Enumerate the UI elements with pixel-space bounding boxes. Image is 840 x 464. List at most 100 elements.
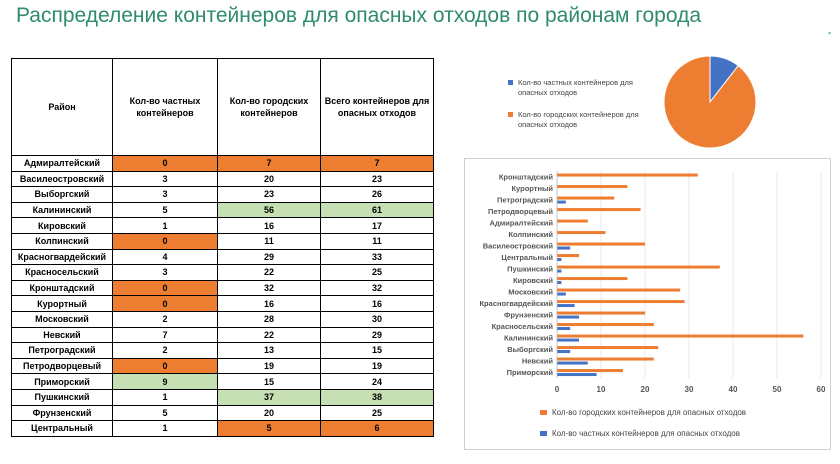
city-count-cell: 13 xyxy=(217,342,321,359)
pie-slice-1 xyxy=(663,55,757,149)
pie-legend-item: Кол-во городских контейнеров для опасных… xyxy=(508,110,648,130)
bar-city xyxy=(557,346,659,350)
y-category-label: Василеостровский xyxy=(483,241,554,250)
legend-swatch xyxy=(508,112,513,117)
city-count-cell: 22 xyxy=(217,264,321,281)
private-count-cell: 0 xyxy=(112,357,218,375)
district-cell: Московский xyxy=(11,310,113,328)
bar-private xyxy=(557,292,566,296)
private-count-cell: 0 xyxy=(112,295,218,312)
bar-legend: Кол-во городских контейнеров для опасных… xyxy=(540,407,746,449)
district-cell: Колпинский xyxy=(11,232,113,250)
district-cell: Кронштадский xyxy=(11,279,113,297)
table-row: Петродворцевый 0 19 19 xyxy=(11,357,434,375)
x-tick-label: 40 xyxy=(729,385,738,394)
total-count-cell: 6 xyxy=(320,420,434,437)
bar-private xyxy=(557,258,562,262)
bar-city xyxy=(557,357,654,361)
total-count-cell: 19 xyxy=(320,357,434,375)
y-category-label: Выборгский xyxy=(507,345,553,354)
bar-city xyxy=(557,300,685,304)
total-count-cell: 16 xyxy=(320,295,434,312)
district-cell: Курортный xyxy=(11,295,113,312)
city-count-cell: 16 xyxy=(217,295,321,312)
district-cell: Выборгский xyxy=(11,186,113,203)
private-count-cell: 3 xyxy=(112,170,218,188)
city-count-cell: 20 xyxy=(217,404,321,422)
table-row: Красносельский 3 22 25 xyxy=(11,264,434,281)
table-row: Василеостровский 3 20 23 xyxy=(11,170,434,188)
private-count-cell: 0 xyxy=(112,232,218,250)
total-count-cell: 25 xyxy=(320,264,434,281)
y-category-label: Центральный xyxy=(501,253,553,262)
y-category-label: Калининский xyxy=(504,333,553,342)
city-count-cell: 29 xyxy=(217,248,321,266)
y-category-label: Курортный xyxy=(511,184,553,193)
total-count-cell: 11 xyxy=(320,232,434,250)
bar-legend-item: Кол-во городских контейнеров для опасных… xyxy=(540,407,746,418)
y-category-label: Кронштадский xyxy=(499,172,554,181)
bar-city xyxy=(557,173,698,177)
bar-city xyxy=(557,196,615,200)
total-count-cell: 15 xyxy=(320,342,434,359)
private-count-cell: 2 xyxy=(112,310,218,328)
y-category-label: Петродворцевый xyxy=(488,207,553,216)
y-category-label: Московский xyxy=(508,287,553,296)
district-cell: Петроградский xyxy=(11,342,113,359)
bar-city xyxy=(557,208,641,212)
table-row: Петроградский 2 13 15 xyxy=(11,342,434,359)
private-count-cell: 5 xyxy=(112,201,218,219)
bar-private xyxy=(557,327,571,331)
bar-legend-label: Кол-во частных контейнеров для опасных о… xyxy=(552,429,740,438)
city-count-cell: 19 xyxy=(217,357,321,375)
district-cell: Кировский xyxy=(11,217,113,234)
private-count-cell: 7 xyxy=(112,326,218,344)
bar-private xyxy=(557,350,571,354)
table-row: Приморский 9 15 24 xyxy=(11,373,434,390)
districts-table: Район Кол-во частных контейнеров Кол-во … xyxy=(11,58,434,437)
city-count-cell: 5 xyxy=(217,420,321,437)
bar-private xyxy=(557,200,566,204)
legend-swatch xyxy=(508,80,513,85)
city-count-cell: 16 xyxy=(217,217,321,234)
y-category-label: Кировский xyxy=(513,276,553,285)
city-count-cell: 37 xyxy=(217,388,321,406)
city-count-cell: 7 xyxy=(217,155,321,172)
x-tick-label: 50 xyxy=(773,385,782,394)
page-title: Распределение контейнеров для опасных от… xyxy=(16,4,702,27)
bar-city xyxy=(557,219,588,223)
private-count-cell: 0 xyxy=(112,279,218,297)
private-count-cell: 0 xyxy=(112,155,218,172)
bar-private xyxy=(557,338,579,342)
table-row: Адмиралтейский 0 7 7 xyxy=(11,155,434,172)
private-count-cell: 3 xyxy=(112,264,218,281)
table-row: Кировский 1 16 17 xyxy=(11,217,434,234)
total-count-cell: 23 xyxy=(320,170,434,188)
city-count-cell: 20 xyxy=(217,170,321,188)
x-tick-label: 60 xyxy=(817,385,826,394)
city-count-cell: 22 xyxy=(217,326,321,344)
y-category-label: Невский xyxy=(522,356,554,365)
district-cell: Калининский xyxy=(11,201,113,219)
y-category-label: Пушкинский xyxy=(507,264,553,273)
bar-city xyxy=(557,242,645,246)
corner-mark-icon: ▪ xyxy=(828,28,832,38)
bar-private xyxy=(557,361,588,365)
city-count-cell: 11 xyxy=(217,232,321,250)
x-tick-label: 10 xyxy=(597,385,606,394)
bar-city xyxy=(557,311,645,315)
legend-swatch xyxy=(540,410,547,415)
bar-city xyxy=(557,185,628,189)
bar-city xyxy=(557,323,654,327)
y-category-label: Фрунзенский xyxy=(504,310,553,319)
city-count-cell: 32 xyxy=(217,279,321,297)
x-tick-label: 0 xyxy=(555,385,560,394)
legend-swatch xyxy=(540,431,547,436)
table-row: Калининский 5 56 61 xyxy=(11,201,434,219)
city-count-cell: 28 xyxy=(217,310,321,328)
y-category-label: Красносельский xyxy=(492,322,554,331)
bar-city xyxy=(557,369,623,373)
total-count-cell: 26 xyxy=(320,186,434,203)
bar-private xyxy=(557,373,597,377)
private-count-cell: 5 xyxy=(112,404,218,422)
